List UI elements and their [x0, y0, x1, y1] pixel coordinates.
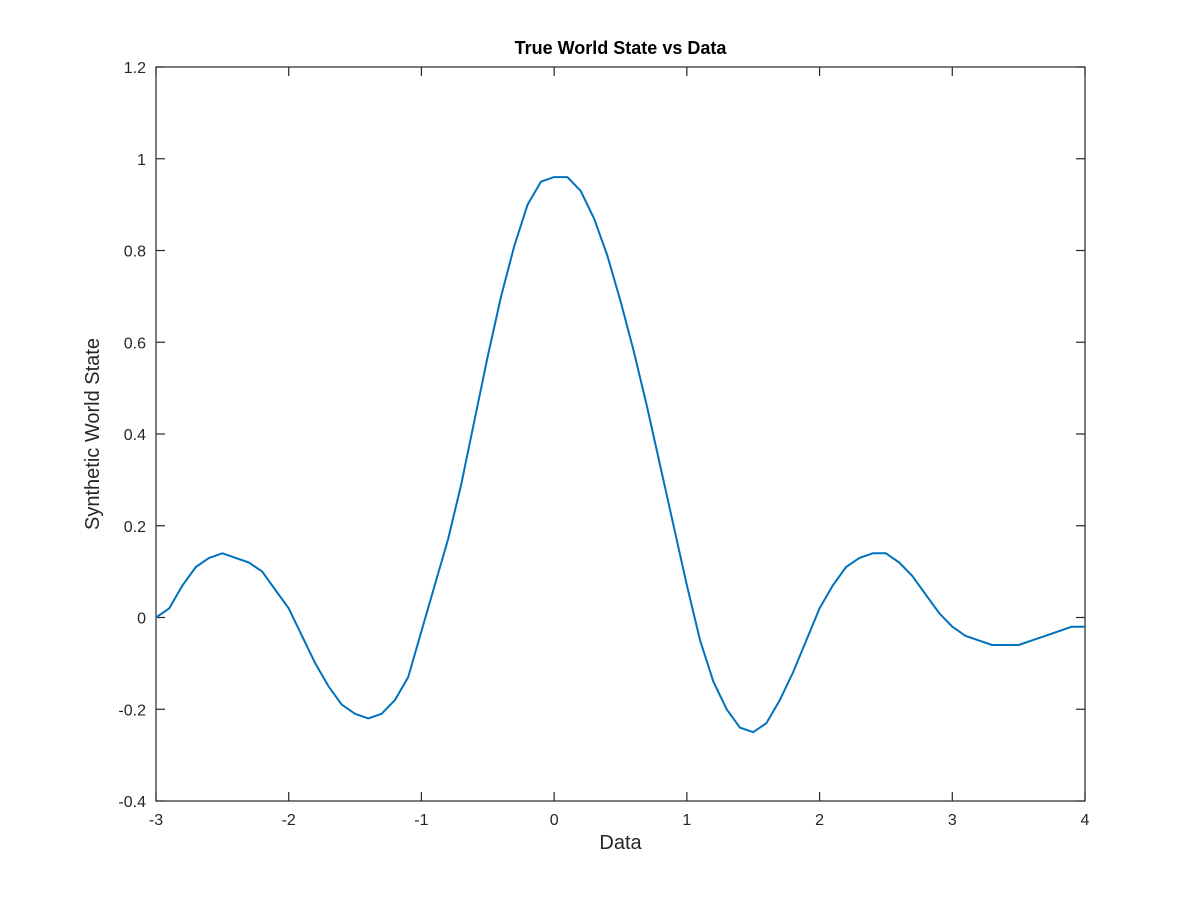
series-line: [155, 176, 1085, 734]
x-tick-label: 3: [948, 812, 957, 829]
x-tick-label: 0: [550, 812, 559, 829]
chart-title: True World State vs Data: [515, 38, 728, 58]
y-tick-label: -0.2: [118, 702, 146, 719]
y-tick-label: 1.2: [124, 60, 146, 77]
x-tick-label: 4: [1081, 812, 1090, 829]
y-axis-title: Synthetic World State: [82, 338, 104, 530]
x-axis-title: Data: [599, 832, 642, 854]
x-tick-label: -2: [282, 812, 296, 829]
y-tick-label: 0: [137, 611, 146, 628]
y-tick-label: 0.8: [124, 244, 146, 261]
axes-box: [155, 66, 1086, 802]
x-tick-label: -3: [149, 812, 163, 829]
ticks-layer: -3 -2 -1 0 1 2 3 4 -0.4 -0.2 0 0.2 0.4 0.6 0.8 1 1.2: [118, 60, 1089, 829]
y-tick-label: 0.2: [124, 519, 146, 536]
y-tick-label: 1: [137, 152, 146, 169]
x-tick-label: 2: [815, 812, 824, 829]
x-tick-label: -1: [414, 812, 428, 829]
y-tick-label: 0.4: [124, 427, 146, 444]
y-tick-label: 0.6: [124, 335, 146, 352]
x-tick-label: 1: [682, 812, 691, 829]
y-tick-label: -0.4: [118, 794, 146, 811]
